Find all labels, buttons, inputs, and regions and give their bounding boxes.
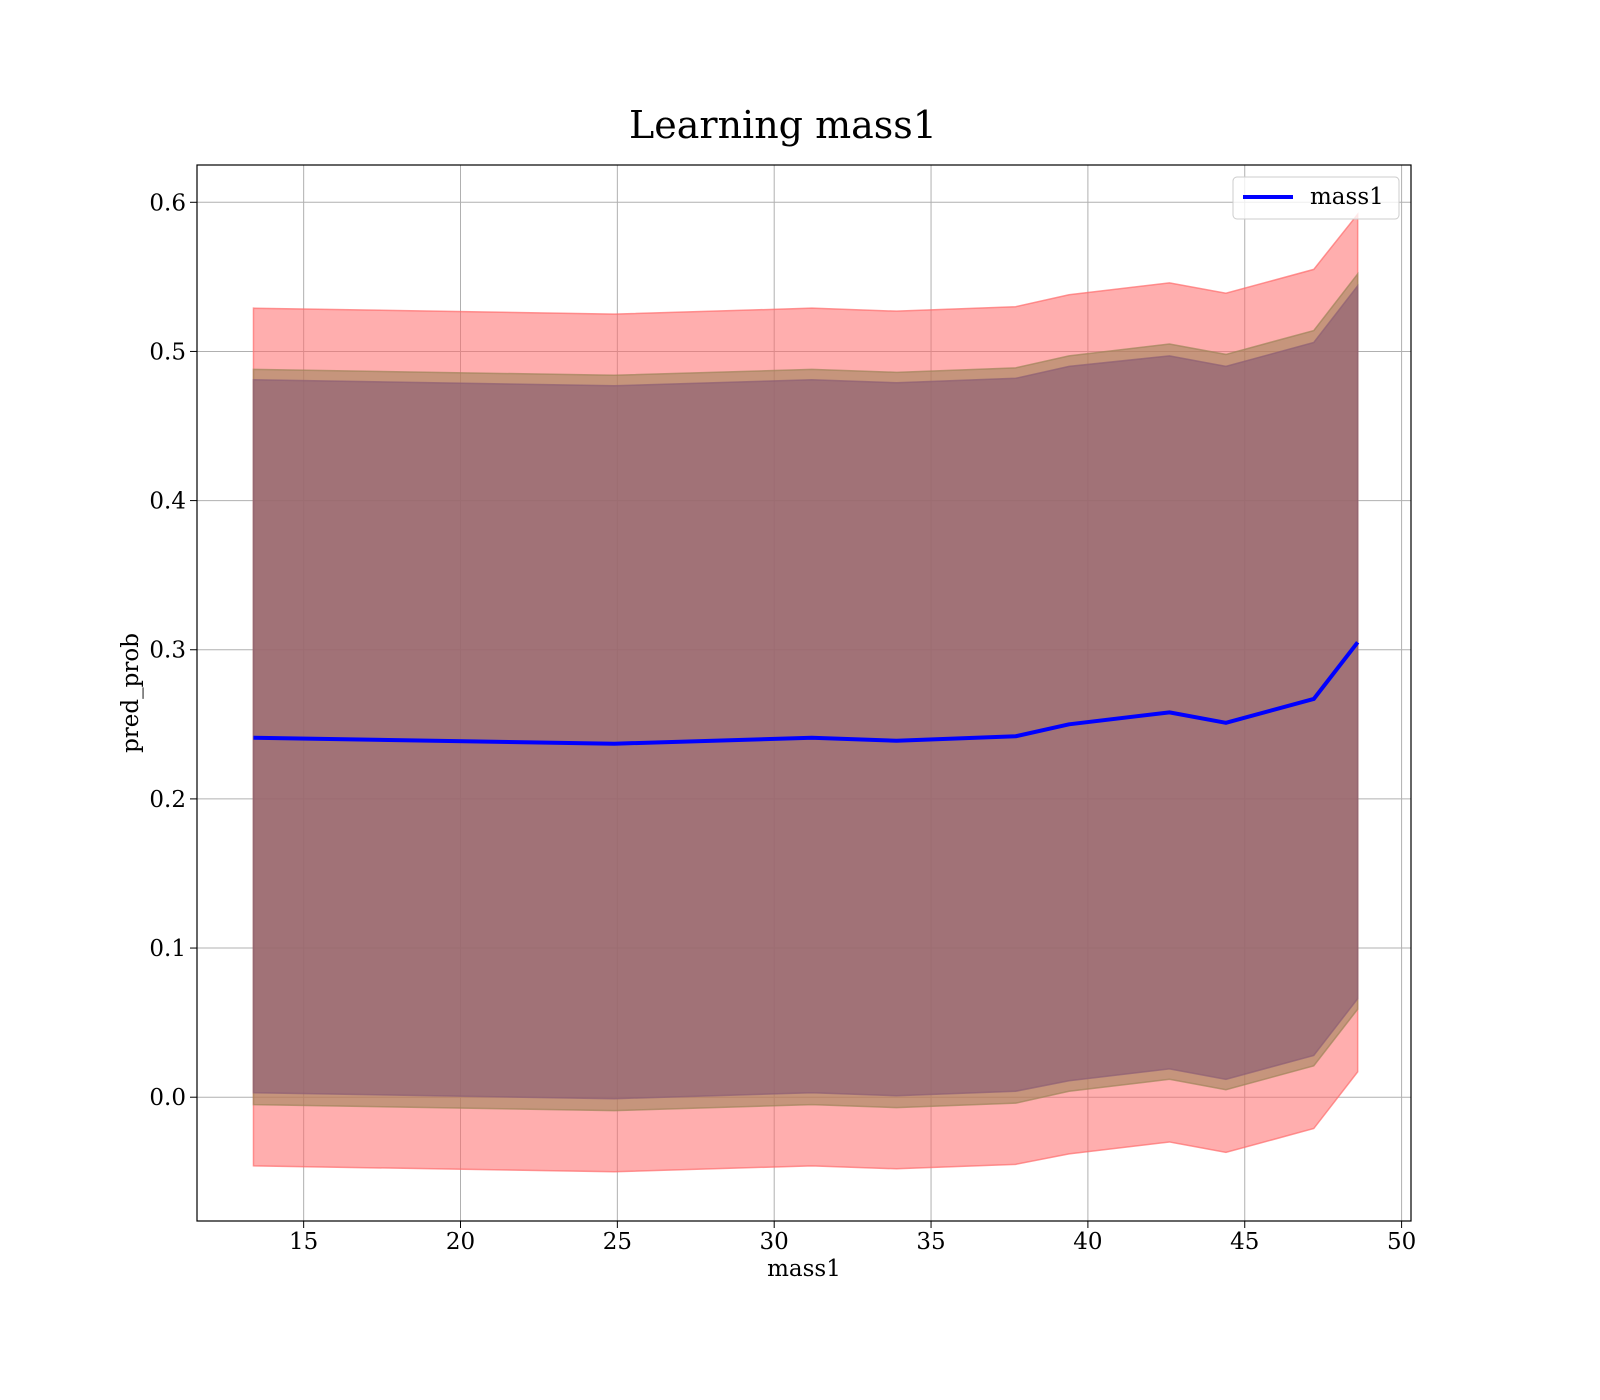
y-tick-label: 0.4 bbox=[149, 489, 186, 515]
x-tick-label: 25 bbox=[603, 1229, 632, 1255]
plot-frame bbox=[196, 164, 1412, 1222]
band-inner bbox=[252, 283, 1359, 1100]
x-tick-label: 35 bbox=[916, 1229, 945, 1255]
y-tick-label: 0.6 bbox=[149, 190, 186, 216]
x-axis-label: mass1 bbox=[767, 1256, 841, 1282]
series-lines bbox=[253, 641, 1360, 746]
chart-title: Learning mass1 bbox=[629, 103, 937, 147]
x-tick-label: 20 bbox=[446, 1229, 475, 1255]
y-tick-label: 0.5 bbox=[149, 339, 186, 365]
x-tick-label: 50 bbox=[1387, 1229, 1416, 1255]
y-axis-ticks: 0.0 0.1 0.2 0.3 0.4 0.5 0.6 bbox=[149, 190, 197, 1111]
x-tick-label: 15 bbox=[289, 1229, 318, 1255]
y-axis-label: pred_prob bbox=[118, 633, 144, 753]
x-tick-label: 45 bbox=[1230, 1229, 1259, 1255]
y-tick-label: 0.0 bbox=[149, 1085, 186, 1111]
x-axis-ticks: 15 20 25 30 35 40 45 50 bbox=[289, 1221, 1416, 1255]
y-tick-label: 0.1 bbox=[149, 936, 186, 962]
series-line-mass1 bbox=[253, 641, 1360, 746]
x-tick-label: 30 bbox=[760, 1229, 789, 1255]
confidence-bands bbox=[252, 212, 1359, 1173]
x-tick-label: 40 bbox=[1073, 1229, 1102, 1255]
legend-box bbox=[1232, 176, 1400, 220]
legend: mass1 bbox=[1232, 176, 1400, 220]
y-tick-label: 0.3 bbox=[149, 638, 186, 664]
legend-label: mass1 bbox=[1310, 184, 1384, 210]
y-tick-label: 0.2 bbox=[149, 787, 186, 813]
